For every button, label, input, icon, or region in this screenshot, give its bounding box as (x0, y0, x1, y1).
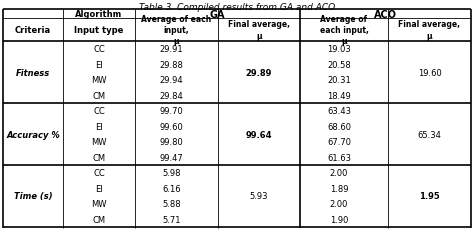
Text: Fitness: Fitness (16, 68, 50, 77)
Text: 5.71: 5.71 (162, 215, 181, 224)
Text: 63.43: 63.43 (327, 107, 351, 116)
Text: 29.91: 29.91 (160, 45, 183, 54)
Text: 6.16: 6.16 (162, 184, 181, 193)
Text: 99.47: 99.47 (160, 153, 183, 162)
Text: 5.93: 5.93 (250, 192, 268, 201)
Text: 67.70: 67.70 (327, 138, 351, 147)
Text: CC: CC (93, 107, 105, 116)
Text: 65.34: 65.34 (418, 130, 441, 139)
Text: MW: MW (91, 76, 107, 85)
Text: 18.49: 18.49 (327, 91, 351, 100)
Text: CC: CC (93, 169, 105, 177)
Text: 19.60: 19.60 (418, 68, 441, 77)
Text: Average of each
input,
μ: Average of each input, μ (141, 15, 211, 46)
Text: 2.00: 2.00 (330, 199, 348, 208)
Text: Criteria: Criteria (15, 26, 51, 35)
Text: EI: EI (95, 122, 103, 131)
Text: 2.00: 2.00 (330, 169, 348, 177)
Text: Final average,
μ: Final average, μ (399, 20, 461, 40)
Text: ACO: ACO (374, 9, 397, 19)
Text: CM: CM (92, 91, 106, 100)
Text: Average of
each input,
μ: Average of each input, μ (319, 15, 368, 46)
Text: 29.94: 29.94 (160, 76, 183, 85)
Text: EI: EI (95, 61, 103, 70)
Text: 99.80: 99.80 (160, 138, 183, 147)
Text: 99.60: 99.60 (160, 122, 183, 131)
Text: 20.31: 20.31 (327, 76, 351, 85)
Text: MW: MW (91, 199, 107, 208)
Text: Input type: Input type (74, 26, 124, 35)
Text: EI: EI (95, 184, 103, 193)
Text: 29.88: 29.88 (160, 61, 183, 70)
Text: Accuracy %: Accuracy % (6, 130, 60, 139)
Text: 68.60: 68.60 (327, 122, 351, 131)
Text: 61.63: 61.63 (327, 153, 351, 162)
Text: Time (s): Time (s) (14, 192, 52, 201)
Text: Final average,
μ: Final average, μ (228, 20, 290, 40)
Text: Table 3. Compiled results from GA and ACO: Table 3. Compiled results from GA and AC… (139, 3, 335, 12)
Text: 5.88: 5.88 (162, 199, 181, 208)
Text: 1.89: 1.89 (330, 184, 348, 193)
Text: MW: MW (91, 138, 107, 147)
Text: 5.98: 5.98 (162, 169, 181, 177)
Text: Algorithm: Algorithm (75, 10, 123, 19)
Text: 29.84: 29.84 (160, 91, 183, 100)
Text: CM: CM (92, 153, 106, 162)
Text: 29.89: 29.89 (246, 68, 272, 77)
Text: CC: CC (93, 45, 105, 54)
Text: 20.58: 20.58 (327, 61, 351, 70)
Text: 1.90: 1.90 (330, 215, 348, 224)
Text: CM: CM (92, 215, 106, 224)
Text: 19.03: 19.03 (327, 45, 351, 54)
Text: 99.70: 99.70 (160, 107, 183, 116)
Text: 99.64: 99.64 (246, 130, 272, 139)
Text: 1.95: 1.95 (419, 192, 440, 201)
Text: GA: GA (210, 9, 225, 19)
